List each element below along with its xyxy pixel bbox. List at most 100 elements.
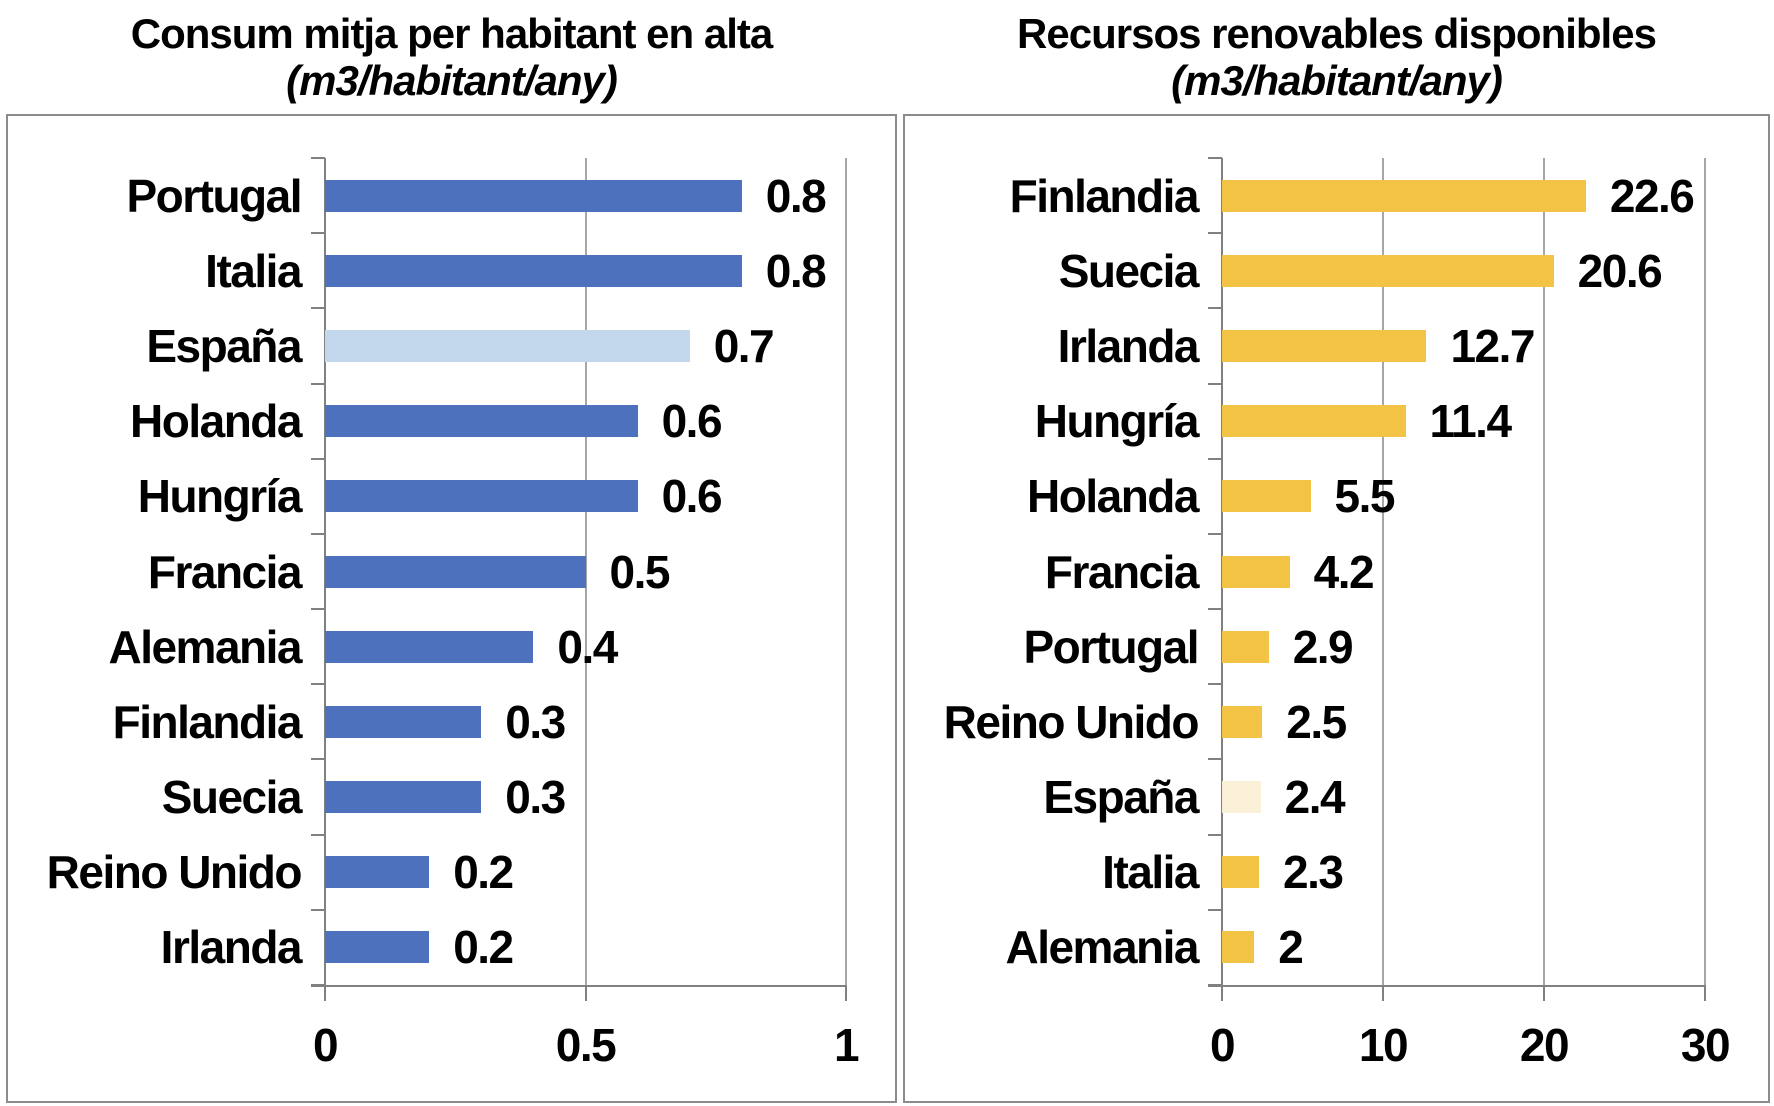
category-label-hungria: Hungría (1034, 395, 1200, 448)
category-label-reino-unido: Reino Unido (46, 846, 303, 899)
right-chart-plot: 0 10 20 30 Finlandia 22.6 Suecia 20.6 Irlanda 12.… (905, 116, 1768, 1101)
value-label-portugal: 2.9 (1292, 620, 1354, 673)
gridline-1 (845, 158, 847, 985)
value-label-hungria: 0.6 (661, 470, 723, 523)
category-axis-tick (1208, 908, 1222, 911)
value-label-espana: 0.7 (713, 319, 775, 372)
bar-francia (325, 555, 586, 588)
value-label-francia: 4.2 (1313, 545, 1375, 598)
value-label-holanda: 5.5 (1334, 470, 1396, 523)
bar-irlanda (1222, 329, 1427, 362)
bar-irlanda (325, 931, 430, 964)
right-chart-area: 0 10 20 30 Finlandia 22.6 Suecia 20.6 Irlanda 12.… (903, 114, 1770, 1103)
category-axis-tick (1208, 307, 1222, 310)
value-label-reino-unido: 2.5 (1286, 695, 1347, 748)
value-label-finlandia: 22.6 (1609, 169, 1695, 222)
bar-suecia (325, 781, 482, 814)
category-axis-tick (1208, 833, 1222, 836)
bar-holanda (325, 405, 638, 438)
category-label-hungria: Hungría (137, 470, 303, 523)
value-label-irlanda: 12.7 (1450, 319, 1535, 372)
category-label-holanda: Holanda (1027, 470, 1199, 523)
gridline-30 (1704, 158, 1706, 985)
category-axis-tick (311, 307, 325, 310)
category-axis-tick (311, 608, 325, 611)
bar-hungria (325, 480, 638, 513)
category-label-reino-unido: Reino Unido (943, 695, 1200, 748)
bar-francia (1222, 555, 1290, 588)
x-axis-label-0.5: 0.5 (555, 1019, 617, 1071)
category-label-holanda: Holanda (130, 395, 302, 448)
bar-portugal (1222, 630, 1269, 663)
x-axis-label-0: 0 (312, 1019, 339, 1071)
category-axis-tick (1208, 683, 1222, 686)
value-label-finlandia: 0.3 (505, 695, 566, 748)
x-axis-tick-20 (1543, 985, 1545, 1001)
bar-espana (1222, 781, 1261, 814)
left-chart-area: 0 0.5 1 Portugal 0.8 Italia 0.8 España 0.7 Holand… (6, 114, 897, 1103)
category-label-espana: España (146, 319, 302, 372)
gridline-0.5 (584, 158, 587, 985)
category-axis-tick (1208, 608, 1222, 611)
category-axis-tick (1208, 532, 1222, 535)
x-axis-tick-0.5 (584, 985, 587, 1001)
category-label-irlanda: Irlanda (160, 921, 303, 974)
value-label-espana: 2.4 (1284, 771, 1346, 824)
category-axis-tick (311, 833, 325, 836)
category-label-francia: Francia (1044, 545, 1200, 598)
bar-reino-unido (325, 856, 430, 889)
category-label-suecia: Suecia (1058, 244, 1200, 297)
category-label-francia: Francia (147, 545, 303, 598)
category-label-espana: España (1043, 771, 1199, 824)
category-axis-tick (311, 908, 325, 911)
category-label-finlandia: Finlandia (112, 695, 303, 748)
category-label-suecia: Suecia (161, 771, 303, 824)
category-axis-tick (1208, 157, 1222, 159)
x-axis-label-20: 20 (1519, 1019, 1570, 1071)
bar-suecia (1222, 254, 1554, 287)
gridline-10 (1382, 158, 1384, 985)
left-chart-subtitle: (m3/habitant/any) (286, 57, 618, 105)
value-label-irlanda: 0.2 (453, 921, 514, 974)
x-axis-line (311, 985, 846, 987)
category-axis-tick (311, 758, 325, 761)
bar-italia (1222, 856, 1260, 889)
x-axis-tick-30 (1704, 985, 1706, 1001)
x-axis-tick-1 (845, 985, 847, 1001)
right-chart-title: Recursos renovables disponibles (1017, 10, 1657, 57)
x-axis-label-10: 10 (1358, 1019, 1409, 1071)
value-label-alemania: 2 (1278, 921, 1304, 974)
bar-holanda (1222, 480, 1311, 513)
category-axis-tick (1208, 232, 1222, 235)
left-chart-title-block: Consum mitja per habitant en alta (m3/ha… (6, 10, 897, 104)
x-axis-label-0: 0 (1209, 1019, 1236, 1071)
x-axis-tick-0 (324, 985, 326, 1001)
value-label-portugal: 0.8 (765, 169, 827, 222)
bar-finlandia (1222, 179, 1586, 212)
x-axis-line (1208, 985, 1705, 987)
bar-alemania (325, 630, 534, 663)
category-label-italia: Italia (205, 244, 302, 297)
category-label-portugal: Portugal (1023, 620, 1199, 673)
category-label-portugal: Portugal (126, 169, 302, 222)
category-axis-tick (311, 683, 325, 686)
category-axis-tick (1208, 382, 1222, 385)
value-label-francia: 0.5 (609, 545, 671, 598)
category-axis-tick (311, 232, 325, 235)
bar-hungria (1222, 405, 1406, 438)
value-label-holanda: 0.6 (661, 395, 723, 448)
x-axis-tick-0 (1221, 985, 1223, 1001)
x-axis-label-30: 30 (1680, 1019, 1731, 1071)
value-label-suecia: 20.6 (1577, 244, 1663, 297)
bar-finlandia (325, 705, 482, 738)
category-axis-tick (311, 457, 325, 460)
bar-espana (325, 329, 690, 362)
bar-portugal (325, 179, 742, 212)
right-chart-subtitle: (m3/habitant/any) (1171, 57, 1503, 105)
right-chart-title-block: Recursos renovables disponibles (m3/habi… (903, 10, 1770, 104)
value-label-hungria: 11.4 (1429, 395, 1513, 448)
bar-alemania (1222, 931, 1255, 964)
left-chart-title: Consum mitja per habitant en alta (130, 10, 773, 57)
category-axis-tick (311, 382, 325, 385)
